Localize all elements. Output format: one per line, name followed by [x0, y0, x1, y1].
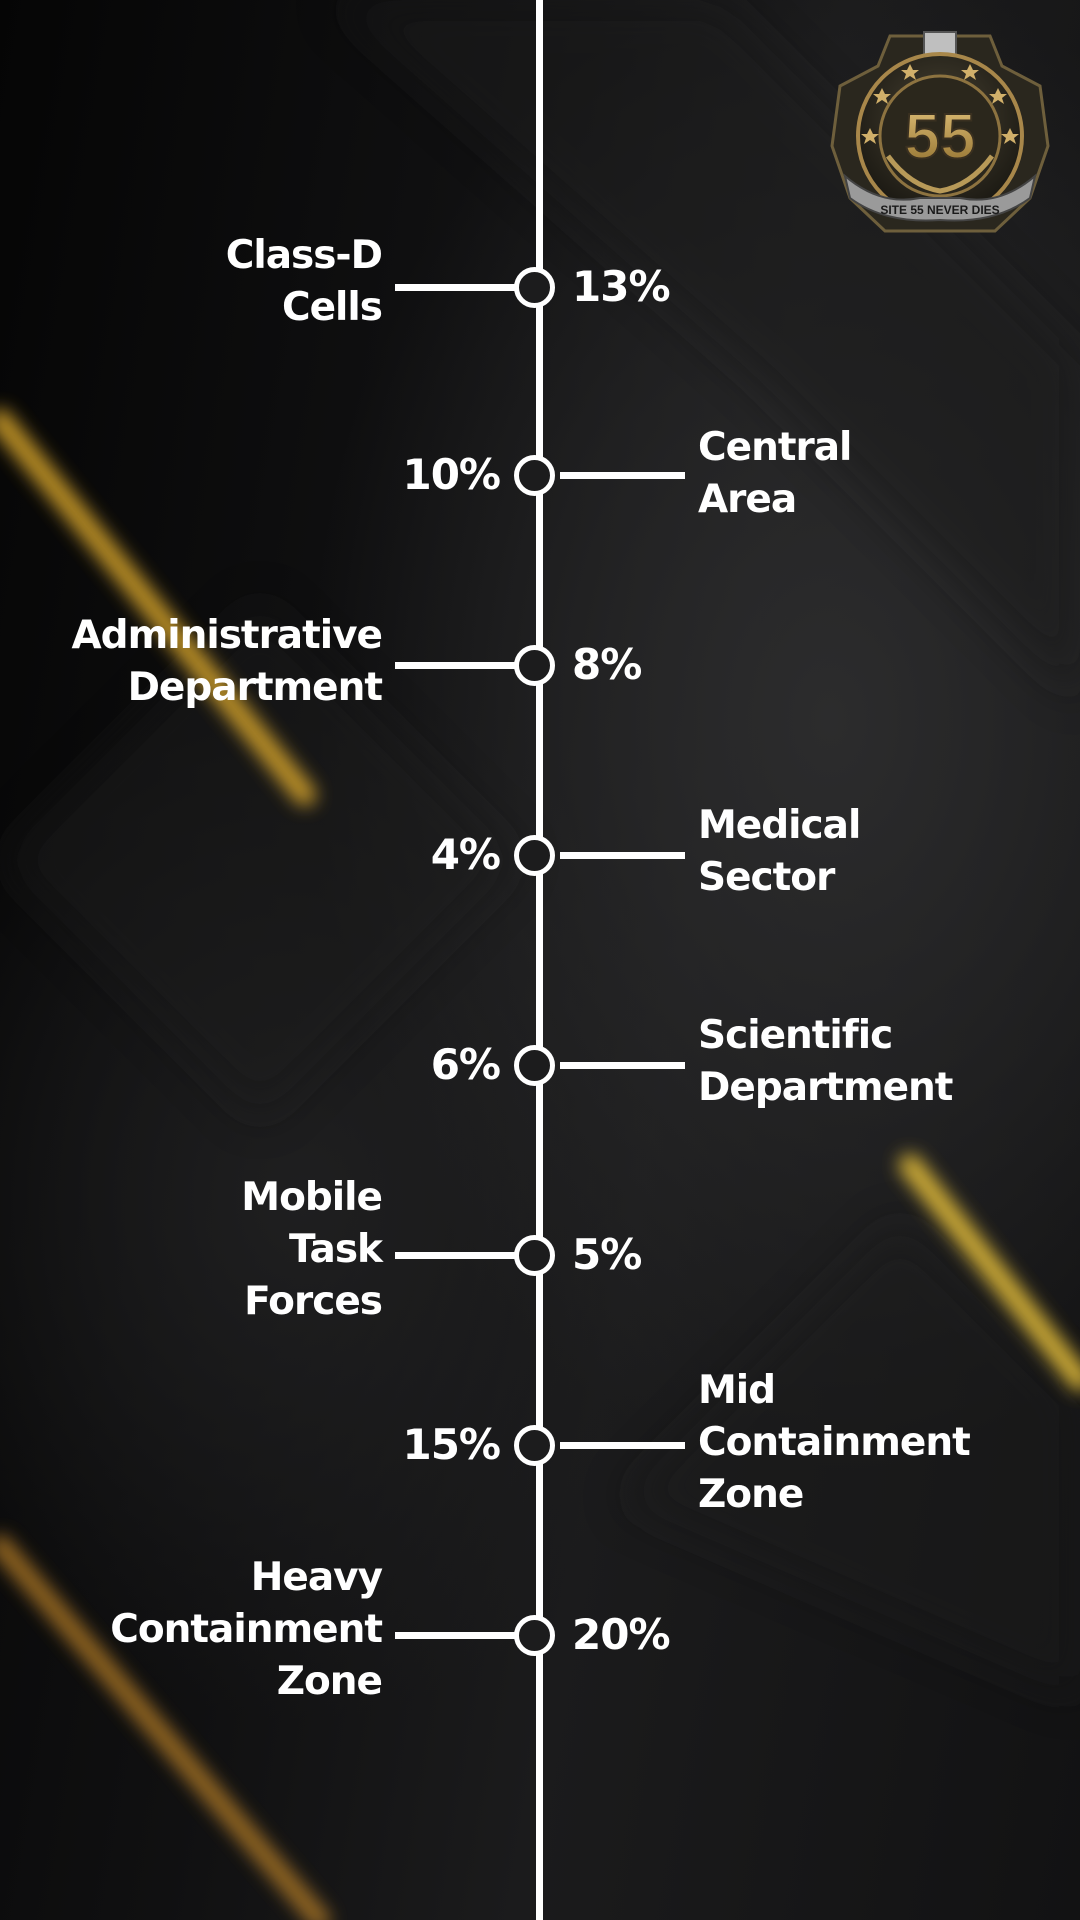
- site-55-emblem-logo: 55 SITE 55 NEVER DIES: [830, 31, 1050, 233]
- timeline-node: [514, 455, 555, 496]
- zone-label: Administrative Department: [71, 613, 383, 710]
- zone-label: Class-D Cells: [225, 233, 383, 330]
- connector-line: [560, 472, 685, 479]
- timeline-node: [514, 267, 555, 308]
- zone-label: Mobile Task Forces: [241, 1175, 383, 1324]
- connector-line: [395, 1252, 520, 1259]
- timeline-spine: [536, 0, 543, 1920]
- percentage-value: 20%: [572, 1610, 671, 1659]
- timeline-node: [514, 835, 555, 876]
- connector-line: [560, 1442, 685, 1449]
- percentage-value: 13%: [572, 262, 671, 311]
- timeline-node: [514, 1615, 555, 1656]
- connector-line: [395, 662, 520, 669]
- percentage-value: 10%: [402, 450, 501, 499]
- connector-line: [560, 852, 685, 859]
- timeline-node: [514, 1045, 555, 1086]
- percentage-value: 15%: [402, 1420, 501, 1469]
- timeline-node: [514, 645, 555, 686]
- zone-label: Medical Sector: [698, 803, 861, 900]
- connector-line: [395, 284, 520, 291]
- connector-line: [395, 1632, 520, 1639]
- connector-line: [560, 1062, 685, 1069]
- logo-number: 55: [904, 100, 975, 172]
- gold-streak-right: [899, 1154, 1080, 1391]
- logo-motto: SITE 55 NEVER DIES: [880, 203, 999, 217]
- zone-label: Mid Containment Zone: [698, 1368, 971, 1517]
- percentage-value: 4%: [430, 830, 501, 879]
- percentage-value: 8%: [572, 640, 642, 689]
- zone-label: Central Area: [698, 425, 852, 522]
- zone-label: Heavy Containment Zone: [110, 1555, 383, 1704]
- timeline-node: [514, 1425, 555, 1466]
- gold-streak-left: [0, 409, 316, 806]
- percentage-value: 6%: [430, 1040, 501, 1089]
- zone-label: Scientific Department: [698, 1013, 953, 1110]
- percentage-value: 5%: [572, 1230, 642, 1279]
- timeline-node: [514, 1235, 555, 1276]
